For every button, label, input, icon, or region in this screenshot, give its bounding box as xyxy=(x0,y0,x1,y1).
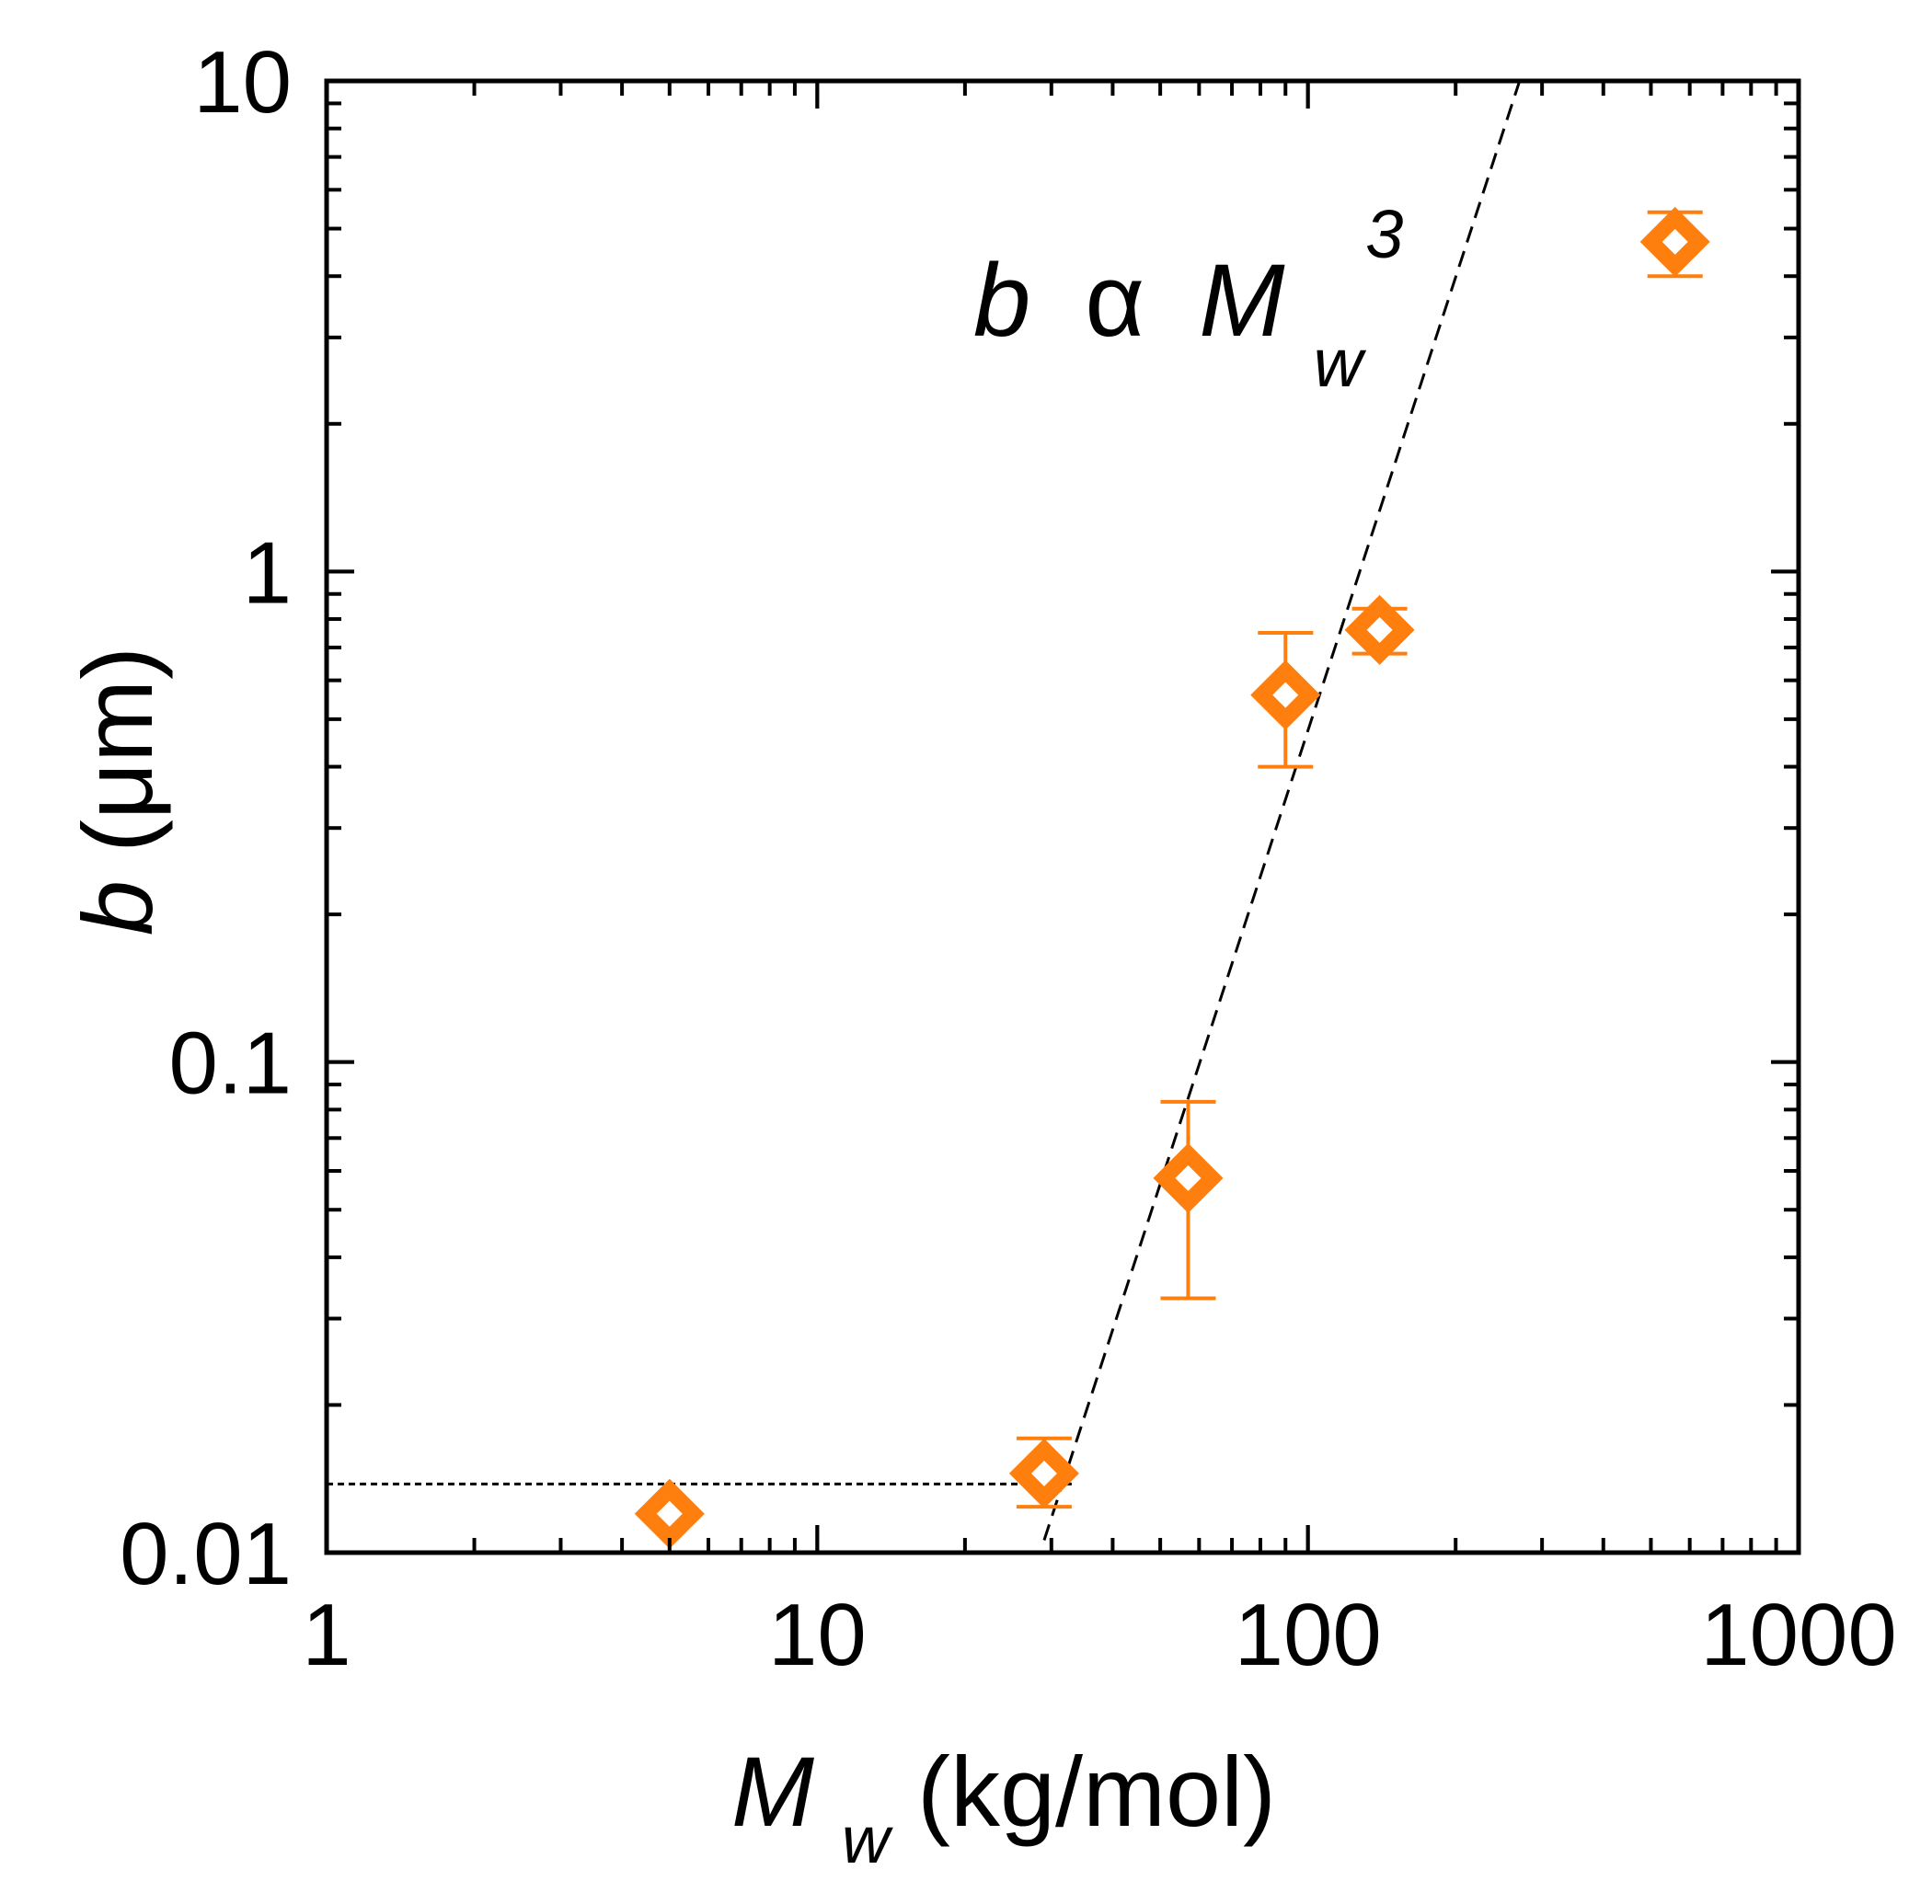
x-tick-labels: 1 10 100 1000 xyxy=(302,1586,1896,1684)
y-tick-label: 0.1 xyxy=(169,1015,292,1113)
fit-lines xyxy=(327,80,1522,1541)
plot-frame xyxy=(324,78,1801,1555)
x-tick-label: 10 xyxy=(768,1586,867,1684)
diamond-marker xyxy=(1639,206,1710,277)
y-tick-label: 10 xyxy=(193,33,292,132)
x-tick-label: 1 xyxy=(302,1586,351,1684)
y-tick-label: 1 xyxy=(243,523,292,622)
x-tick-label: 1000 xyxy=(1700,1586,1897,1684)
y-tick-labels: 0.01 0.1 1 10 xyxy=(120,33,292,1603)
diamond-marker xyxy=(1008,1438,1079,1508)
diamond-marker xyxy=(634,1478,705,1549)
power-law-annotation: b α M w 3 xyxy=(973,196,1403,408)
x-tick-label: 100 xyxy=(1235,1586,1382,1684)
x-axis-label: M w (kg/mol) xyxy=(731,1736,1276,1884)
y-axis-label: b (μm) xyxy=(62,647,173,935)
diamond-marker xyxy=(1153,1142,1224,1213)
diamond-marker xyxy=(1344,594,1415,665)
diamond-marker xyxy=(1250,660,1321,730)
data-markers xyxy=(634,206,1710,1549)
y-tick-label: 0.01 xyxy=(120,1505,292,1603)
axis-ticks xyxy=(325,79,1800,1554)
